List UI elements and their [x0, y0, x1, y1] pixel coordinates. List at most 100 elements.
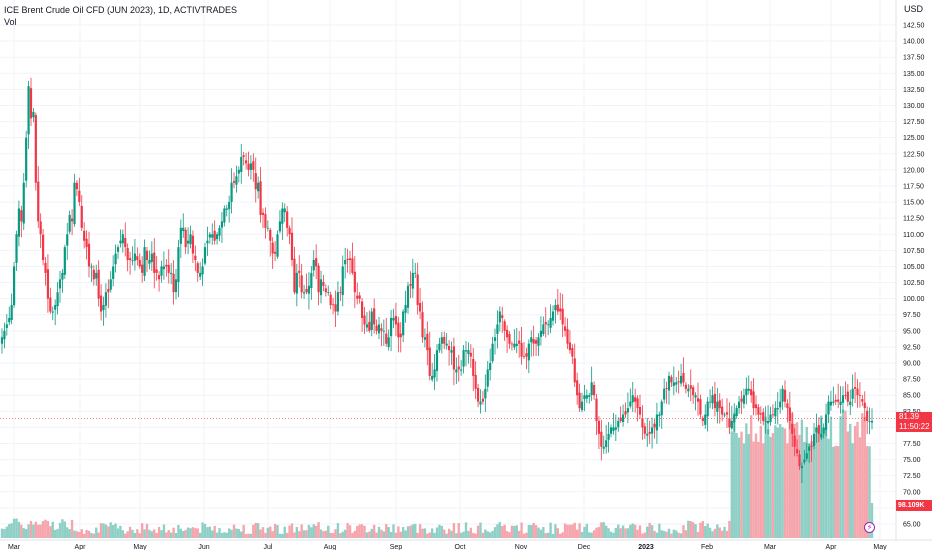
volume-bar: [522, 533, 526, 538]
volume-bar: [641, 533, 644, 538]
candle-body: [17, 208, 21, 237]
candle-body: [37, 181, 40, 222]
candle-body: [92, 269, 95, 280]
volume-bar: [791, 413, 794, 538]
candle-body: [63, 247, 66, 275]
candle-body: [276, 234, 279, 257]
candle-body: [728, 418, 731, 428]
volume-bar: [174, 532, 178, 538]
candle-body: [228, 202, 231, 210]
volume-bar: [754, 433, 758, 538]
candle-body: [781, 388, 784, 402]
candle-body: [762, 412, 765, 421]
x-tick-label: Dec: [578, 544, 591, 550]
volume-bar: [353, 530, 357, 538]
candle-body: [29, 88, 33, 119]
volume-bar: [723, 526, 726, 538]
volume-bar: [870, 503, 874, 538]
candle-body: [124, 237, 127, 248]
volume-bar: [121, 530, 125, 538]
candle-body: [41, 234, 45, 261]
price-axis[interactable]: 142.50 140.00 137.50 135.00 132.50 130.00 127.…: [903, 23, 925, 529]
volume-bar: [421, 528, 424, 538]
volume-bar: [687, 520, 690, 538]
x-tick-label: Jul: [264, 544, 273, 550]
symbol-title[interactable]: ICE Brent Crude Oil CFD (JUN 2023), 1D, …: [4, 5, 238, 15]
candle-body: [380, 328, 383, 331]
volume-bar: [447, 528, 451, 538]
time-axis[interactable]: Mar Apr May Jun Jul Aug Sep Oct Nov Dec 2023 Feb Mar…: [8, 544, 887, 550]
volume-bar: [92, 533, 96, 538]
volume-bar: [157, 526, 161, 538]
candle-body: [295, 272, 298, 294]
candle-body: [85, 238, 88, 248]
candle-body: [576, 380, 579, 396]
volume-bar: [278, 533, 282, 538]
volume-bar: [75, 531, 79, 538]
lightning-icon[interactable]: ⚡: [864, 522, 875, 533]
candle-body: [27, 86, 30, 135]
volume-bar: [145, 523, 149, 538]
candle-body: [783, 389, 787, 402]
volume-bar: [701, 521, 705, 538]
candle-body: [462, 350, 465, 367]
candle-body: [684, 384, 688, 389]
candle-body: [148, 260, 151, 264]
candle-body: [590, 382, 593, 396]
volume-bar: [807, 443, 811, 538]
candle-body: [626, 408, 630, 413]
candle-body: [617, 420, 620, 428]
candle-body: [418, 302, 422, 312]
volume-bar: [377, 526, 381, 538]
candle-body: [261, 212, 265, 215]
volume-bar: [752, 441, 755, 538]
volume-bar: [619, 528, 622, 538]
volume-bar: [812, 442, 816, 538]
candle-body: [716, 401, 719, 412]
volume-bar: [708, 527, 712, 538]
y-tick-label: 110.00: [903, 232, 924, 239]
volume-bar: [592, 530, 596, 538]
candle-body: [650, 427, 654, 434]
candle-body: [663, 388, 666, 400]
candle-body: [817, 425, 820, 434]
volume-bar: [653, 530, 656, 538]
candle-body: [215, 234, 219, 240]
volume-bar: [834, 445, 837, 538]
volume-bar: [201, 522, 204, 538]
volume-bar: [186, 527, 190, 538]
candle-body: [174, 279, 178, 292]
y-tick-label: 127.50: [903, 119, 925, 126]
candle-body: [189, 234, 192, 245]
volume-bar: [341, 531, 344, 538]
candle-body: [786, 403, 789, 409]
candle-body: [206, 240, 209, 244]
volume-bar: [15, 518, 18, 538]
y-tick-label: 92.50: [903, 344, 921, 351]
volume-bar: [288, 525, 291, 538]
volume-bar: [150, 531, 154, 538]
volume-bar: [462, 531, 465, 538]
volume-bar: [339, 533, 342, 538]
volume-bar: [832, 446, 835, 538]
volume-bar: [290, 523, 294, 538]
volume-bar: [97, 532, 100, 538]
candle-body: [737, 401, 741, 409]
volume-bar: [474, 533, 477, 538]
volume-bar: [856, 421, 859, 538]
candle-body: [389, 317, 393, 337]
candle-body: [20, 210, 23, 222]
currency-label[interactable]: USD: [904, 4, 924, 14]
y-tick-label: 82.50: [903, 409, 921, 416]
volume-bar: [336, 523, 340, 538]
volume-bar: [356, 526, 359, 538]
volume-bar: [488, 532, 492, 538]
candle-body: [547, 324, 550, 326]
candle-body: [810, 445, 813, 447]
volume-bar: [725, 530, 729, 538]
candle-body: [191, 235, 195, 254]
candle-body: [75, 182, 79, 190]
volume-legend[interactable]: Vol: [4, 17, 17, 27]
candle-body: [689, 385, 692, 389]
